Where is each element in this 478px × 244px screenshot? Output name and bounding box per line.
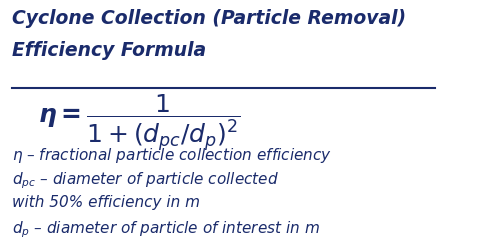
Text: Efficiency Formula: Efficiency Formula (11, 41, 206, 60)
Text: $d_{pc}$ – diameter of particle collected: $d_{pc}$ – diameter of particle collecte… (11, 171, 279, 191)
Text: $\boldsymbol{\eta = \dfrac{1}{1 + (d_{pc}/d_{p})^{2}}}$: $\boldsymbol{\eta = \dfrac{1}{1 + (d_{pc… (38, 92, 240, 153)
Text: Cyclone Collection (Particle Removal): Cyclone Collection (Particle Removal) (11, 10, 406, 29)
Text: $\eta$ – fractional particle collection efficiency: $\eta$ – fractional particle collection … (11, 146, 332, 165)
Text: $d_{p}$ – diameter of particle of interest in m: $d_{p}$ – diameter of particle of intere… (11, 220, 319, 240)
Text: with 50% efficiency in m: with 50% efficiency in m (11, 195, 200, 210)
